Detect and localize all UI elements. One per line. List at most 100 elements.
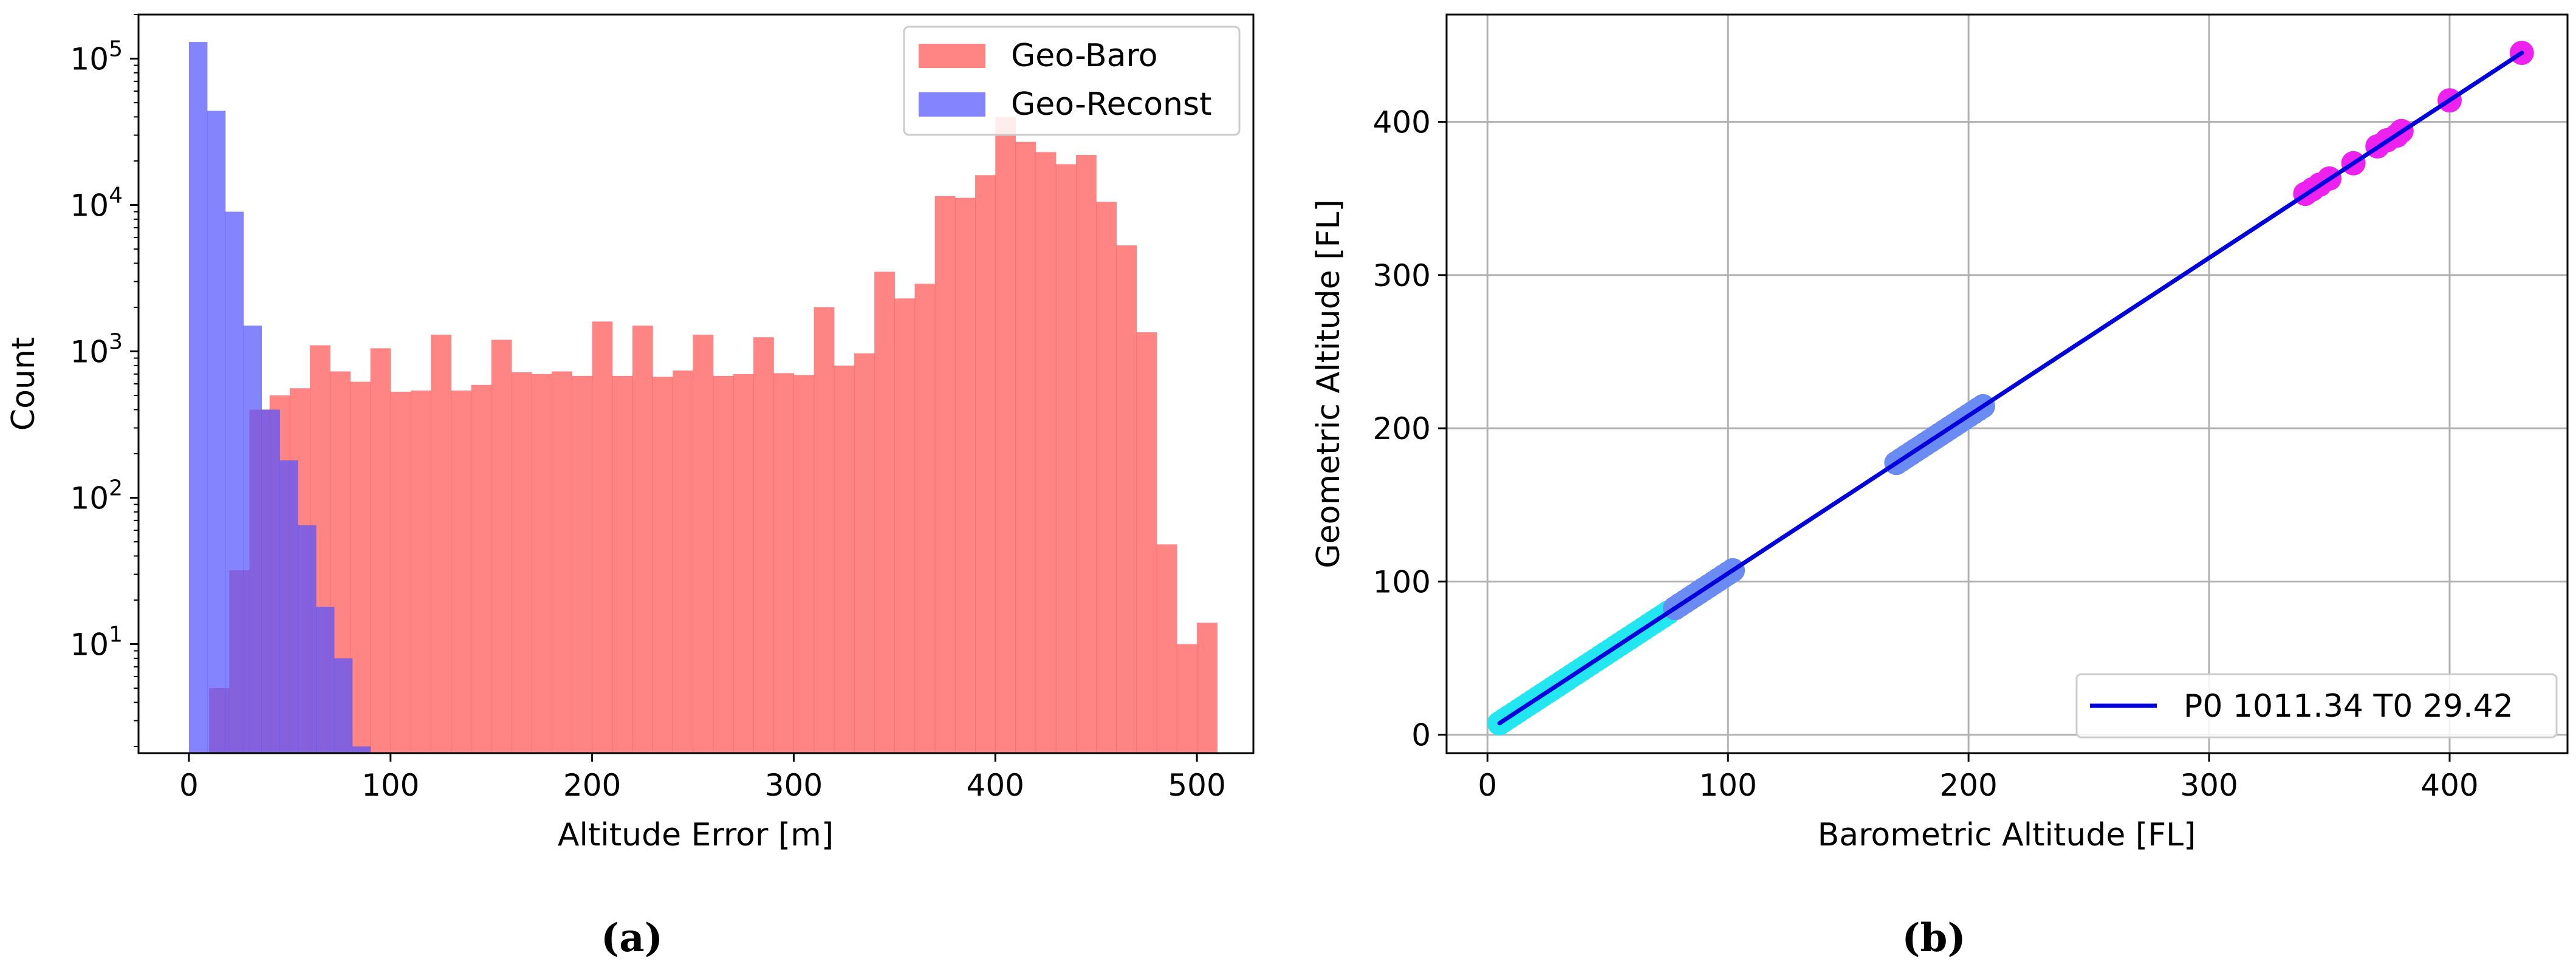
histogram-bar [451,391,472,753]
histogram-bar [954,197,976,754]
legend-swatch-geo-reconst [919,92,985,117]
histogram-bar [632,326,653,753]
y-tick-label: 0 [1411,718,1431,753]
histogram-bar [1156,544,1177,753]
fit-line [1497,50,2524,726]
histogram-bar [491,340,512,753]
histogram-bar [693,335,714,753]
y-tick-label: 100 [1373,564,1431,599]
scatter-x-axis-label: Barometric Altitude [FL] [1818,817,2196,853]
y-tick-label: 103 [70,330,123,370]
x-tick-label: 300 [2180,768,2238,803]
histogram-legend-box [903,26,1241,136]
histogram-bar [1197,623,1218,753]
histogram-panel: 0 100 200 300 400 500 101 102 103 104 105 Altitud… [5,13,1255,961]
histogram-bar [975,175,996,753]
histogram-bar [793,375,815,753]
scatter-frame [1445,13,2569,754]
scatter-x-ticks: 0 100 200 300 400 [1478,753,2479,803]
scatter-grid [1447,15,2567,753]
x-tick-label: 200 [563,768,621,803]
x-tick-label: 100 [1699,768,1757,803]
legend-swatch-geo-baro [919,44,985,68]
histogram-bar [316,607,335,753]
histogram-bar [1055,164,1077,753]
series-geo-baro [209,117,1218,754]
histogram-bar [834,365,855,753]
histogram-bar [1096,202,1117,753]
histogram-x-axis-label: Altitude Error [m] [558,817,834,853]
scatter-y-axis-label: Geometric Altitude [FL] [1310,199,1347,568]
histogram-bar [552,371,573,753]
legend-label-geo-reconst: Geo-Reconst [1011,86,1211,123]
histogram-bar [225,211,244,753]
histogram-y-ticks: 101 102 103 104 105 [70,14,139,747]
legend-label-fit: P0 1011.34 T0 29.42 [2184,688,2513,725]
histogram-bar [471,384,492,753]
histogram-x-ticks: 0 100 200 300 400 500 [179,753,1226,803]
histogram-bar [995,117,1016,753]
histogram-bar [511,372,532,753]
scatter-panel: 0 100 200 300 400 0 100 200 300 400 Barometric A… [1310,13,2569,961]
histogram-bar [188,42,208,753]
histogram-bar [207,111,226,754]
x-tick-label: 400 [967,768,1024,803]
y-tick-label: 300 [1373,258,1431,293]
series-geo-reconst [188,42,371,754]
histogram-bar [894,298,916,754]
histogram-bar [532,374,552,753]
x-tick-label: 0 [179,768,199,803]
histogram-bar [572,375,593,753]
y-tick-label: 104 [70,183,123,224]
histogram-bar [370,348,391,753]
scatter-legend: P0 1011.34 T0 29.42 [2075,673,2558,739]
x-tick-label: 300 [765,768,823,803]
y-tick-label: 105 [70,37,123,77]
histogram-bar [1015,142,1036,753]
histogram-bar [854,353,875,753]
x-tick-label: 500 [1168,768,1225,803]
x-tick-label: 100 [361,768,419,803]
histogram-bar [914,284,936,753]
histogram-bar [334,658,353,753]
histogram-bar [1136,332,1157,753]
histogram-y-axis-label: Count [5,337,42,431]
y-tick-label: 101 [70,623,123,663]
histogram-bars [188,42,1218,754]
histogram-legend: Geo-Baro Geo-Reconst [903,26,1241,136]
histogram-bar [390,391,411,753]
x-tick-label: 0 [1478,768,1497,803]
histogram-bar [1116,245,1137,753]
histogram-bar [773,373,795,753]
histogram-bar [653,377,673,753]
y-tick-label: 200 [1373,411,1431,446]
histogram-bar [673,370,694,753]
histogram-bar [934,196,956,753]
histogram-bar [612,375,633,753]
histogram-bar [814,307,835,753]
histogram-bar [753,337,774,753]
histogram-bar [733,374,754,753]
histogram-bar [410,391,431,753]
histogram-bar [713,375,734,753]
scatter-y-ticks: 0 100 200 300 400 [1373,105,1447,753]
histogram-bar [350,381,371,753]
histogram-bar [1075,155,1097,753]
histogram-bar [352,746,371,753]
y-tick-label: 400 [1373,105,1431,140]
histogram-bar [1035,152,1057,753]
histogram-bar [261,409,280,753]
histogram-bar [592,321,613,753]
histogram-bar [1176,644,1197,753]
legend-label-geo-baro: Geo-Baro [1011,38,1158,74]
x-tick-label: 200 [1939,768,1997,803]
histogram-bar [279,460,298,753]
y-tick-label: 102 [70,476,123,516]
panel-a-caption: (a) [601,915,663,961]
histogram-bar [298,525,317,753]
histogram-bar [431,335,451,753]
panel-b-caption: (b) [1902,915,1965,961]
histogram-bar [243,326,262,753]
histogram-bar [874,271,895,754]
